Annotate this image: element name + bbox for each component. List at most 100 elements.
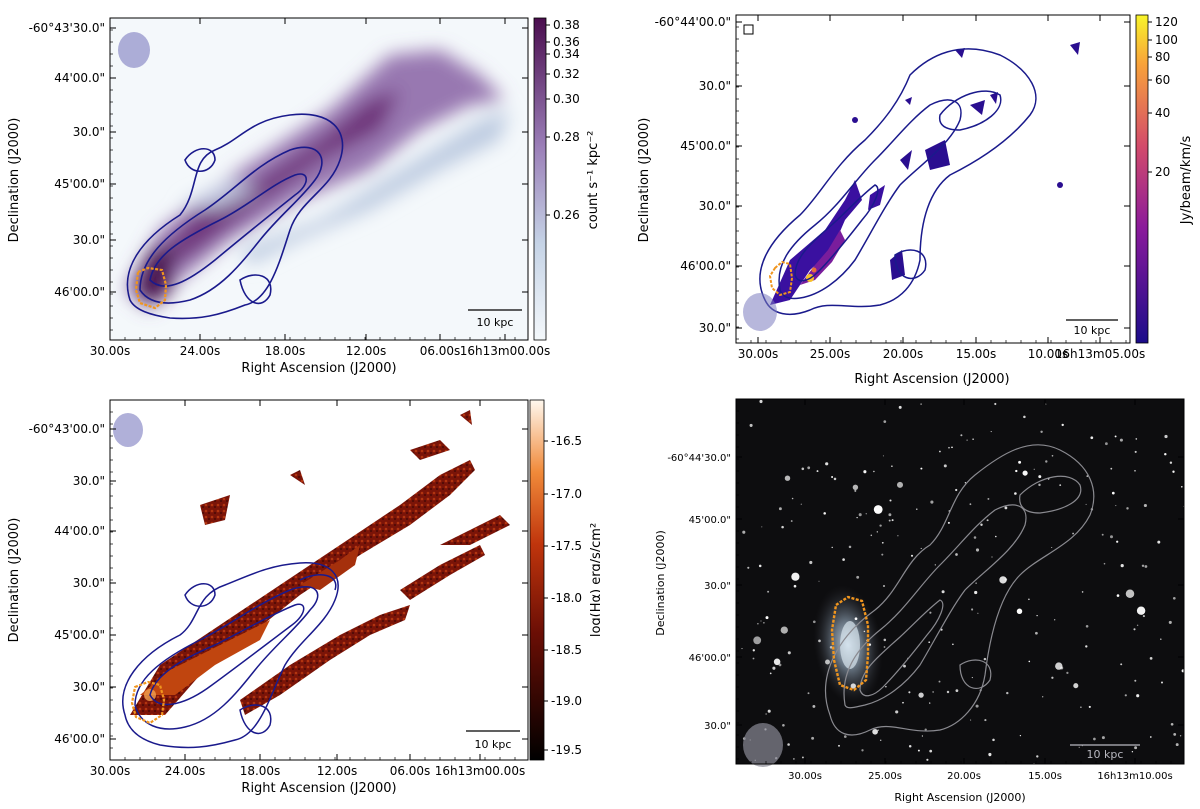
star bbox=[1036, 755, 1039, 758]
star bbox=[818, 580, 820, 582]
ytick-label: -60°44'00.0" bbox=[655, 15, 731, 29]
colorbar-tick-label: -19.0 bbox=[551, 694, 582, 708]
star bbox=[889, 499, 892, 502]
optical-panel: 10 kpc 30.00s 25.00s 20.00s 15.00s 16h13m10.… bbox=[654, 398, 1185, 804]
star bbox=[977, 612, 979, 614]
star bbox=[1038, 475, 1042, 479]
star bbox=[975, 582, 977, 584]
star bbox=[1120, 663, 1123, 666]
xray-colorbar-label: count s⁻¹ kpc⁻² bbox=[586, 131, 600, 230]
halpha-scalebar-label: 10 kpc bbox=[475, 738, 512, 751]
star bbox=[811, 736, 815, 740]
star bbox=[812, 620, 816, 624]
star bbox=[1164, 434, 1168, 439]
star bbox=[856, 575, 860, 579]
star bbox=[1006, 691, 1009, 695]
star bbox=[943, 464, 947, 468]
star bbox=[763, 621, 765, 624]
star bbox=[939, 450, 941, 453]
star bbox=[757, 623, 759, 625]
star bbox=[1060, 666, 1064, 670]
star bbox=[1086, 475, 1089, 477]
ytick-label: 45'00.0" bbox=[689, 515, 731, 526]
ytick-label: 30.0" bbox=[699, 79, 731, 93]
optical-galaxy-outline bbox=[830, 595, 870, 692]
colorbar-tick-label: 0.34 bbox=[553, 47, 580, 61]
co-scalebar-label: 10 kpc bbox=[1074, 324, 1111, 337]
star bbox=[1131, 751, 1134, 753]
star bbox=[924, 728, 927, 731]
xray-frame bbox=[109, 17, 529, 341]
colorbar-tick-label: -17.0 bbox=[551, 487, 582, 501]
star bbox=[1066, 671, 1069, 675]
star bbox=[882, 584, 886, 588]
star bbox=[988, 752, 992, 757]
star bbox=[991, 556, 993, 558]
colorbar-tick-label: 100 bbox=[1155, 33, 1178, 47]
star bbox=[1115, 505, 1117, 507]
star bbox=[1169, 461, 1173, 464]
star bbox=[778, 507, 782, 511]
star bbox=[1004, 506, 1008, 510]
xray-colorbar bbox=[533, 17, 547, 341]
star bbox=[787, 743, 790, 746]
star bbox=[1149, 736, 1152, 738]
co-beam bbox=[743, 293, 777, 331]
star bbox=[972, 438, 974, 440]
xtick-label: 24.00s bbox=[165, 764, 206, 778]
ytick-label: 44'00.0" bbox=[54, 524, 105, 538]
halpha-xlabel: Right Ascension (J2000) bbox=[241, 781, 396, 796]
star bbox=[883, 420, 887, 423]
co-colorbar-label: Jy/beam/km/s bbox=[1179, 136, 1194, 226]
co-galaxy-outline bbox=[768, 260, 794, 297]
star bbox=[948, 446, 950, 449]
colorbar-tick-label: 0.30 bbox=[553, 92, 580, 106]
co-emission bbox=[770, 42, 1080, 305]
star bbox=[833, 477, 837, 481]
star bbox=[1161, 681, 1163, 684]
star bbox=[848, 545, 852, 549]
star bbox=[1134, 469, 1136, 472]
star bbox=[765, 713, 767, 715]
star bbox=[769, 672, 772, 675]
star bbox=[970, 719, 972, 721]
ytick-label: 30.0" bbox=[699, 321, 731, 335]
star bbox=[883, 638, 887, 642]
star bbox=[955, 553, 958, 556]
star bbox=[772, 666, 776, 670]
star bbox=[873, 505, 883, 514]
star bbox=[891, 519, 894, 522]
star bbox=[1051, 546, 1053, 549]
star bbox=[1136, 694, 1140, 698]
optical-frame bbox=[735, 398, 1185, 765]
colorbar-tick-label: -17.5 bbox=[551, 539, 582, 553]
star bbox=[920, 403, 922, 405]
star bbox=[1105, 442, 1108, 446]
star bbox=[781, 525, 784, 529]
star bbox=[955, 689, 959, 692]
ytick-label: 46'00.0" bbox=[54, 732, 105, 746]
star bbox=[916, 508, 918, 510]
star bbox=[873, 470, 875, 473]
star bbox=[992, 738, 995, 742]
star bbox=[955, 488, 958, 492]
ytick-label: 46'00.0" bbox=[689, 653, 731, 664]
xray-contours bbox=[126, 113, 344, 320]
ytick-label: 46'00.0" bbox=[680, 259, 731, 273]
star bbox=[1110, 467, 1113, 470]
star bbox=[974, 590, 978, 595]
star bbox=[883, 646, 886, 648]
star bbox=[881, 541, 884, 544]
optical-beam bbox=[743, 723, 783, 767]
star bbox=[752, 649, 755, 652]
xtick-label: 18.00s bbox=[240, 764, 281, 778]
star bbox=[983, 657, 987, 661]
colorbar-tick-label: 0.36 bbox=[553, 35, 580, 49]
star bbox=[1028, 660, 1031, 663]
star bbox=[917, 749, 920, 752]
star bbox=[882, 455, 884, 457]
co-xlabel: Right Ascension (J2000) bbox=[854, 372, 1009, 387]
star bbox=[843, 735, 847, 738]
star bbox=[765, 616, 769, 620]
star bbox=[1119, 438, 1123, 442]
